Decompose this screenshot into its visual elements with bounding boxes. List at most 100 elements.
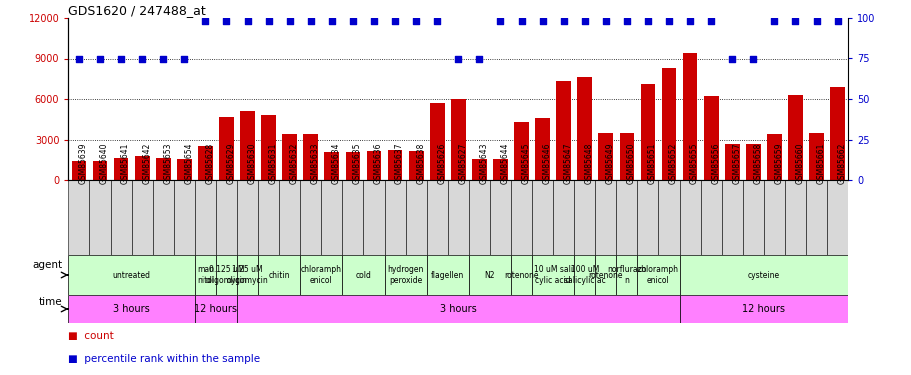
Point [93,56,107,62]
Point [72,56,87,62]
Bar [447,180,468,255]
Point [429,18,444,24]
Bar [342,255,384,295]
Text: GSM85660: GSM85660 [794,142,804,184]
Bar [826,180,847,255]
Text: flagellen: flagellen [431,270,464,279]
Bar [724,144,739,180]
Bar [493,159,507,180]
Bar [510,255,531,295]
Text: cysteine: cysteine [747,270,779,279]
Text: cold: cold [355,270,371,279]
Text: GSM85640: GSM85640 [100,142,109,184]
Point [282,18,297,24]
Bar [640,84,655,180]
Bar [682,53,697,180]
Bar [598,133,612,180]
Bar [472,159,486,180]
Text: GSM85649: GSM85649 [605,142,614,184]
Bar [131,180,152,255]
Bar [595,180,616,255]
Text: 1.25 uM
oligomycin: 1.25 uM oligomycin [227,265,268,285]
Bar [195,255,216,295]
Text: chitin: chitin [268,270,290,279]
Bar [766,134,781,180]
Bar [300,180,321,255]
Text: GSM85642: GSM85642 [142,142,151,184]
Text: chloramph
enicol: chloramph enicol [301,265,342,285]
Text: GSM85653: GSM85653 [163,142,172,184]
Bar [68,180,89,255]
Bar [342,180,363,255]
Bar [174,180,195,255]
Point [493,18,507,24]
Text: man
nitol: man nitol [197,265,214,285]
Bar [279,180,300,255]
Bar [429,103,444,180]
Point [135,56,149,62]
Text: 0.125 uM
oligomycin: 0.125 uM oligomycin [205,265,247,285]
Bar [535,118,549,180]
Text: N2: N2 [484,270,495,279]
Text: GSM85646: GSM85646 [542,142,551,184]
Bar [660,68,676,180]
Point [472,56,486,62]
Bar [595,255,616,295]
Text: GSM85644: GSM85644 [500,142,509,184]
Point [198,18,212,24]
Bar [468,255,510,295]
Text: GSM85627: GSM85627 [458,142,466,184]
Bar [679,180,700,255]
Text: time: time [38,297,62,307]
Bar [574,255,595,295]
Point [745,56,760,62]
Text: GSM85629: GSM85629 [226,142,235,184]
Point [766,18,781,24]
Bar [219,117,233,180]
Point [219,18,233,24]
Bar [387,150,402,180]
Bar [240,111,255,180]
Bar [71,161,87,180]
Text: norflurazo
n: norflurazo n [607,265,646,285]
Bar [763,180,784,255]
Bar [510,180,531,255]
Text: rotenone: rotenone [504,270,538,279]
Point [261,18,276,24]
Bar [68,295,195,323]
Bar [68,255,195,295]
Bar [114,158,128,180]
Text: 10 uM sali
cylic acid: 10 uM sali cylic acid [533,265,572,285]
Text: GSM85661: GSM85661 [815,142,824,184]
Point [829,18,844,24]
Text: GSM85634: GSM85634 [332,142,341,184]
Text: 12 hours: 12 hours [194,304,237,314]
Point [661,18,676,24]
Text: ■  percentile rank within the sample: ■ percentile rank within the sample [68,354,261,364]
Bar [679,295,847,323]
Text: chloramph
enicol: chloramph enicol [638,265,679,285]
Point [619,18,633,24]
Text: GSM85655: GSM85655 [690,142,699,184]
Bar [721,180,742,255]
Point [345,18,360,24]
Text: 3 hours: 3 hours [439,304,476,314]
Point [451,56,466,62]
Bar [384,180,405,255]
Text: GSM85638: GSM85638 [415,142,425,184]
Bar [405,180,426,255]
Bar [556,81,570,180]
Text: ■  count: ■ count [68,331,114,340]
Bar [514,122,528,180]
Text: GDS1620 / 247488_at: GDS1620 / 247488_at [68,4,206,17]
Bar [679,255,847,295]
Bar [237,255,258,295]
Text: GSM85652: GSM85652 [669,142,677,184]
Text: GSM85631: GSM85631 [269,142,277,184]
Bar [237,180,258,255]
Bar [300,255,342,295]
Bar [552,180,574,255]
Bar [303,134,318,180]
Text: GSM85659: GSM85659 [773,142,783,184]
Text: GSM85647: GSM85647 [563,142,572,184]
